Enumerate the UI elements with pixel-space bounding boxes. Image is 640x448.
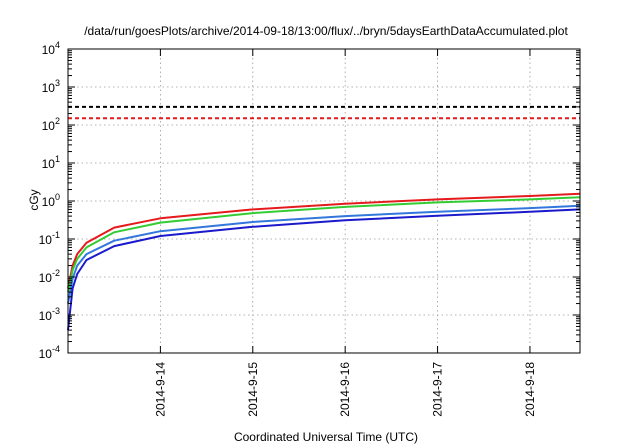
- y-tick-exponent: 1: [55, 154, 60, 164]
- y-tick-label: 102: [42, 116, 60, 133]
- x-tick-label: 2014-9-18: [523, 362, 537, 417]
- y-tick-label: 10-4: [39, 344, 60, 361]
- y-tick-base: 10: [39, 233, 53, 247]
- y-tick-exponent: -3: [52, 306, 60, 316]
- series-line: [67, 196, 581, 293]
- y-tick-label: 104: [42, 40, 60, 57]
- y-tick-label: 101: [42, 154, 60, 171]
- y-tick-base: 10: [42, 119, 56, 133]
- series-line: [67, 208, 581, 331]
- y-tick-label: 100: [42, 192, 60, 209]
- y-tick-base: 10: [42, 195, 56, 209]
- y-tick-base: 10: [42, 81, 56, 95]
- y-tick-exponent: -2: [52, 268, 60, 278]
- y-tick-base: 10: [39, 347, 53, 361]
- y-tick-exponent: 3: [55, 78, 60, 88]
- y-tick-exponent: 0: [55, 192, 60, 202]
- x-tick-label: 2014-9-17: [431, 362, 445, 417]
- y-tick-base: 10: [42, 157, 56, 171]
- x-axis-label: Coordinated Universal Time (UTC): [234, 430, 418, 444]
- grid-lines: [68, 49, 580, 353]
- y-tick-base: 10: [39, 271, 53, 285]
- y-tick-exponent: -1: [52, 230, 60, 240]
- x-tick-label: 2014-9-15: [246, 362, 260, 417]
- y-tick-exponent: 2: [55, 116, 60, 126]
- data-series: [67, 192, 581, 331]
- series-line: [67, 204, 581, 304]
- y-tick-label: 10-2: [39, 268, 60, 285]
- axis-ticks: 10-410-310-210-11001011021031042014-9-14…: [39, 40, 580, 417]
- y-tick-base: 10: [42, 43, 56, 57]
- y-tick-label: 10-1: [39, 230, 60, 247]
- y-tick-exponent: 4: [55, 40, 60, 50]
- y-axis-label: cGy: [27, 189, 41, 210]
- chart-title: /data/run/goesPlots/archive/2014-09-18/1…: [84, 24, 568, 38]
- threshold-lines: [68, 105, 580, 120]
- x-tick-label: 2014-9-14: [153, 362, 167, 417]
- y-tick-label: 10-3: [39, 306, 60, 323]
- y-tick-exponent: -4: [52, 344, 60, 354]
- plot-frame: [67, 48, 581, 354]
- x-tick-label: 2014-9-16: [338, 362, 352, 417]
- y-tick-base: 10: [39, 309, 53, 323]
- series-line: [67, 192, 581, 289]
- y-tick-label: 103: [42, 78, 60, 95]
